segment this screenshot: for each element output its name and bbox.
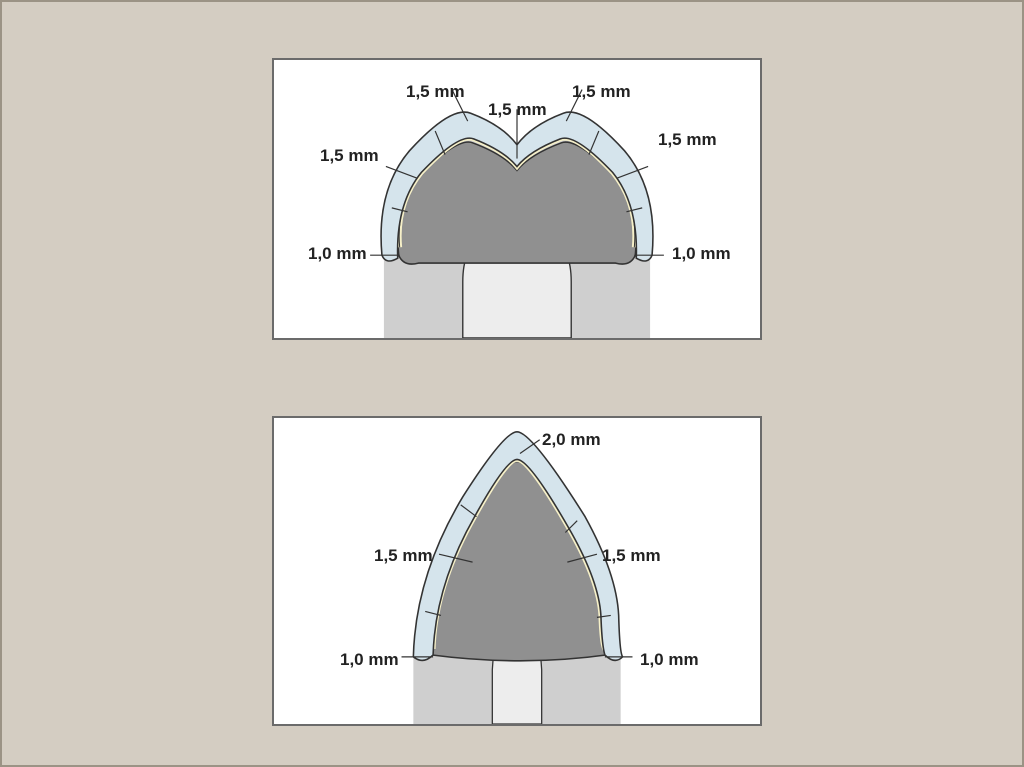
label-margin-right-bottom: 1,0 mm	[640, 650, 699, 670]
label-shoulder-right: 1,5 mm	[658, 130, 717, 150]
page-background: 1,5 mm 1,5 mm 1,5 mm 1,5 mm 1,5 mm 1,0 m…	[0, 0, 1024, 767]
label-margin-right-top: 1,0 mm	[672, 244, 731, 264]
label-margin-left-top: 1,0 mm	[308, 244, 367, 264]
label-incisal: 2,0 mm	[542, 430, 601, 450]
panel-anterior: 2,0 mm 1,5 mm 1,5 mm 1,0 mm 1,0 mm	[272, 416, 762, 726]
label-fossa: 1,5 mm	[488, 100, 547, 120]
anterior-core	[431, 461, 607, 660]
label-lingual: 1,5 mm	[602, 546, 661, 566]
label-cusp-right: 1,5 mm	[572, 82, 631, 102]
panel-molar: 1,5 mm 1,5 mm 1,5 mm 1,5 mm 1,5 mm 1,0 m…	[272, 58, 762, 340]
anterior-diagram	[274, 418, 760, 724]
label-shoulder-left: 1,5 mm	[320, 146, 379, 166]
label-facial: 1,5 mm	[374, 546, 433, 566]
label-cusp-left: 1,5 mm	[406, 82, 465, 102]
label-margin-left-bottom: 1,0 mm	[340, 650, 399, 670]
